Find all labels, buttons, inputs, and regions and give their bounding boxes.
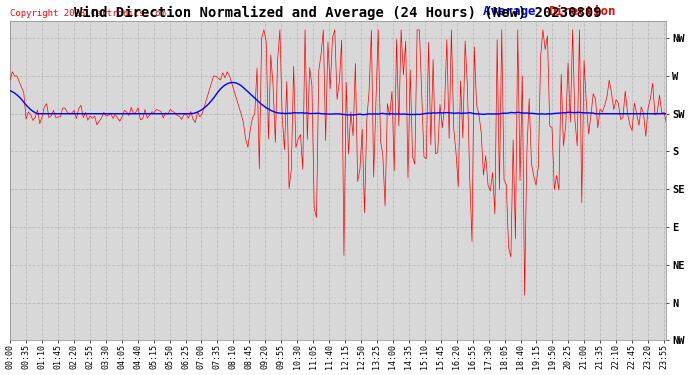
Text: Copyright 2023 Cartronics.com: Copyright 2023 Cartronics.com: [10, 9, 166, 18]
Text: Direction: Direction: [549, 5, 615, 18]
Text: Average: Average: [482, 5, 542, 18]
Title: Wind Direction Normalized and Average (24 Hours) (New) 20230809: Wind Direction Normalized and Average (2…: [75, 6, 602, 20]
